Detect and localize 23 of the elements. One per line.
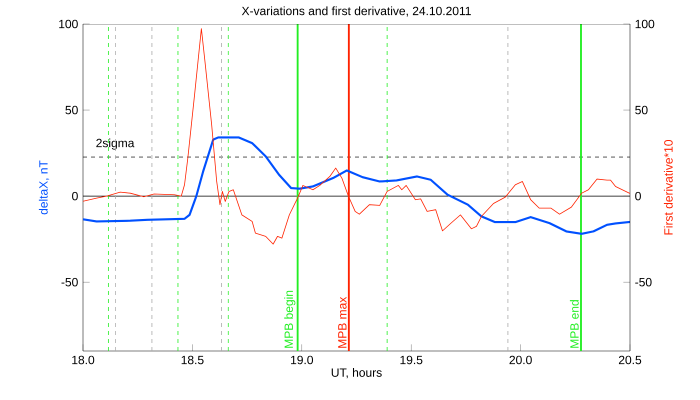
x-tick-label: 18.0: [72, 356, 94, 364]
y-axis-title: deltaX, nT: [38, 160, 50, 214]
x-tick-label: 19.5: [400, 356, 422, 364]
chart-title: X-variations and first derivative, 24.10.2011: [242, 6, 471, 17]
ref-line-label: 2sigma: [96, 138, 134, 150]
y-tick-label: 50: [65, 106, 78, 114]
ref-line-label: MPB max: [338, 296, 347, 348]
y2-axis-title: First derivative*10: [664, 140, 673, 235]
y-tick-label: -50: [61, 278, 78, 286]
y2-tick-label: 0: [635, 192, 641, 200]
ref-line-label: MPB begin: [284, 290, 296, 348]
line-series: [83, 136, 630, 235]
y-tick-label: 0: [72, 192, 78, 200]
y2-tick-label: 50: [635, 106, 648, 114]
x-tick-label: 18.5: [182, 356, 204, 364]
y-tick-label: 100: [59, 20, 78, 28]
y2-tick-label: -50: [635, 278, 652, 286]
y2-tick-label: 100: [636, 20, 654, 28]
x-tick-label: 19.0: [291, 356, 314, 364]
x-tick-label: 20.5: [618, 356, 642, 364]
x-axis-title: UT, hours: [332, 368, 382, 378]
ref-line-label: MPB end: [570, 300, 579, 348]
x-tick-label: 20.0: [510, 356, 532, 364]
